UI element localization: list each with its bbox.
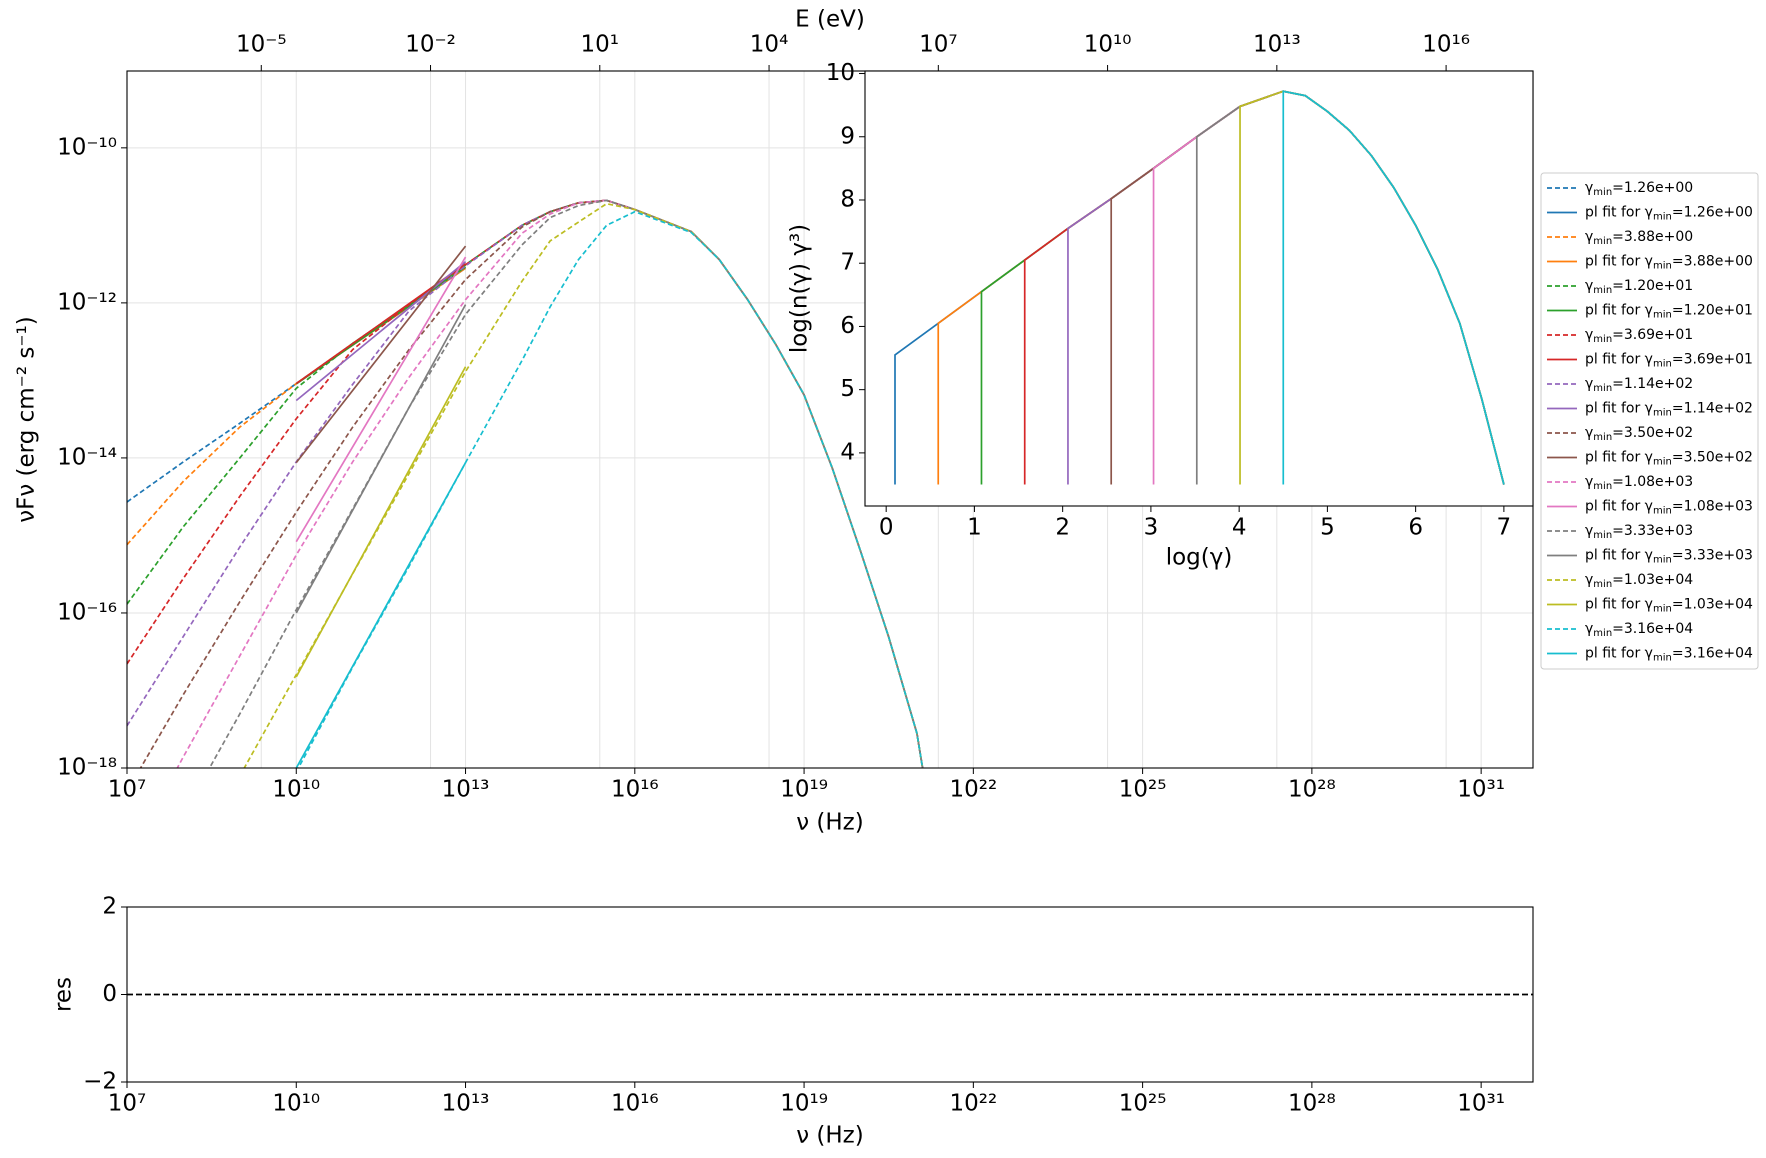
legend-label: pl fit for γmin=1.26e+00 bbox=[1585, 205, 1753, 223]
x-tick-label: 7 bbox=[1497, 515, 1512, 541]
x2-tick-label: 10¹³ bbox=[1253, 32, 1301, 58]
legend-frame bbox=[1540, 172, 1759, 670]
x-tick-label: 10²² bbox=[949, 777, 997, 803]
y-tick-label: 9 bbox=[840, 123, 855, 149]
x-axis-label: log(γ) bbox=[1166, 545, 1233, 571]
x-tick-label: 3 bbox=[1144, 515, 1159, 541]
data-line bbox=[295, 261, 467, 402]
x-axis-label: ν (Hz) bbox=[796, 810, 863, 836]
legend-label: γmin=3.33e+03 bbox=[1585, 523, 1693, 541]
data-line bbox=[295, 245, 467, 464]
x-tick-label: 10²⁸ bbox=[1288, 1091, 1336, 1117]
legend-label: γmin=1.08e+03 bbox=[1585, 474, 1693, 492]
x-tick-label: 10³¹ bbox=[1457, 1091, 1505, 1117]
x-tick-label: 2 bbox=[1055, 515, 1070, 541]
y-tick-label: 10⁻¹⁶ bbox=[57, 599, 117, 625]
legend-label: pl fit for γmin=1.03e+04 bbox=[1585, 597, 1753, 615]
legend-label: γmin=3.16e+04 bbox=[1585, 621, 1693, 639]
x-tick-label: 10¹⁹ bbox=[780, 1091, 828, 1117]
x-tick-label: 1 bbox=[967, 515, 982, 541]
legend-label: γmin=3.88e+00 bbox=[1585, 229, 1693, 247]
data-line bbox=[295, 263, 467, 385]
y-axis-label: log(n(γ) γ³) bbox=[787, 224, 813, 353]
y-tick-label: 8 bbox=[840, 186, 855, 212]
x-tick-label: 10²² bbox=[949, 1091, 997, 1117]
legend-label: pl fit for γmin=3.69e+01 bbox=[1585, 352, 1753, 370]
data-line bbox=[243, 202, 924, 768]
x-tick-label: 10²⁵ bbox=[1119, 777, 1167, 803]
y-tick-label: 4 bbox=[840, 439, 855, 465]
data-line bbox=[295, 304, 467, 614]
data-line bbox=[295, 366, 467, 678]
data-line bbox=[295, 256, 467, 543]
data-line bbox=[295, 462, 467, 768]
x-tick-label: 10²⁵ bbox=[1119, 1091, 1167, 1117]
legend-label: pl fit for γmin=1.14e+02 bbox=[1585, 401, 1753, 419]
x-tick-label: 10³¹ bbox=[1457, 777, 1505, 803]
x-tick-label: 10²⁸ bbox=[1288, 777, 1336, 803]
x2-tick-label: 10¹ bbox=[581, 32, 620, 58]
x-tick-label: 10⁷ bbox=[108, 777, 147, 803]
legend-label: pl fit for γmin=1.20e+01 bbox=[1585, 303, 1753, 321]
legend-label: pl fit for γmin=3.16e+04 bbox=[1585, 646, 1753, 664]
x-tick-label: 10¹⁹ bbox=[780, 777, 828, 803]
x-tick-label: 10¹⁰ bbox=[272, 777, 320, 803]
x-tick-label: 5 bbox=[1320, 515, 1335, 541]
legend-label: pl fit for γmin=3.50e+02 bbox=[1585, 450, 1753, 468]
x-tick-label: 6 bbox=[1408, 515, 1423, 541]
legend-label: γmin=3.69e+01 bbox=[1585, 327, 1693, 345]
x-tick-label: 10⁷ bbox=[108, 1091, 147, 1117]
plot-panel: 10⁷ 10¹⁰ 10¹³ 10¹⁶ 10¹⁹ 10²² 10²⁵ 10²⁸ 10³¹ −2 0 2 ν… bbox=[51, 894, 1534, 1149]
x2-tick-label: 10⁻⁵ bbox=[236, 32, 287, 58]
y-axis-label: νFν (erg cm⁻² s⁻¹) bbox=[14, 316, 40, 522]
plot-area bbox=[865, 71, 1533, 506]
x2-tick-label: 10⁷ bbox=[919, 32, 958, 58]
legend-label: γmin=1.03e+04 bbox=[1585, 572, 1693, 590]
legend-label: γmin=1.26e+00 bbox=[1585, 180, 1693, 198]
x2-tick-label: 10¹⁰ bbox=[1084, 32, 1132, 58]
x-tick-label: 10¹³ bbox=[442, 1091, 490, 1117]
plot-panel: 0 1 2 3 4 5 6 7 4 5 6 7 8 9 10 log(γ) log(n(γ) γ³) bbox=[787, 60, 1534, 571]
y-tick-label: 5 bbox=[840, 376, 855, 402]
y-tick-label: 10 bbox=[826, 60, 855, 86]
legend-label: pl fit for γmin=3.33e+03 bbox=[1585, 548, 1753, 566]
y-tick-label: 10⁻¹⁸ bbox=[57, 755, 117, 781]
legend-label: pl fit for γmin=1.08e+03 bbox=[1585, 499, 1753, 517]
legend-label: γmin=3.50e+02 bbox=[1585, 425, 1693, 443]
y-tick-label: 6 bbox=[840, 313, 855, 339]
x-tick-label: 10¹⁶ bbox=[611, 777, 659, 803]
legend-label: γmin=1.14e+02 bbox=[1585, 376, 1693, 394]
y-tick-label: 10⁻¹⁰ bbox=[57, 134, 117, 160]
x2-tick-label: 10⁴ bbox=[750, 32, 789, 58]
x-axis-label: ν (Hz) bbox=[796, 1123, 863, 1149]
y-tick-label: −2 bbox=[83, 1069, 117, 1095]
y-tick-label: 7 bbox=[840, 250, 855, 276]
legend-label: γmin=1.20e+01 bbox=[1585, 278, 1693, 296]
x-tick-label: 4 bbox=[1232, 515, 1247, 541]
x-tick-label: 10¹⁰ bbox=[272, 1091, 320, 1117]
x2-tick-label: 10⁻² bbox=[405, 32, 456, 58]
legend: γmin=1.26e+00 pl fit for γmin=1.26e+00 γmi… bbox=[1540, 172, 1759, 670]
legend-label: pl fit for γmin=3.88e+00 bbox=[1585, 254, 1753, 272]
y-tick-label: 10⁻¹⁴ bbox=[57, 444, 117, 470]
data-line bbox=[1282, 90, 1505, 485]
x-tick-label: 10¹⁶ bbox=[611, 1091, 659, 1117]
x-tick-label: 0 bbox=[879, 515, 894, 541]
y-tick-label: 10⁻¹² bbox=[57, 289, 117, 315]
plot-frame bbox=[864, 70, 1534, 507]
y-tick-label: 2 bbox=[102, 894, 117, 920]
x2-tick-label: 10¹⁶ bbox=[1422, 32, 1470, 58]
y-tick-label: 0 bbox=[102, 981, 117, 1007]
x2-axis-label: E (eV) bbox=[795, 7, 865, 33]
y-axis-label: res bbox=[51, 977, 77, 1012]
x-tick-label: 10¹³ bbox=[442, 777, 490, 803]
